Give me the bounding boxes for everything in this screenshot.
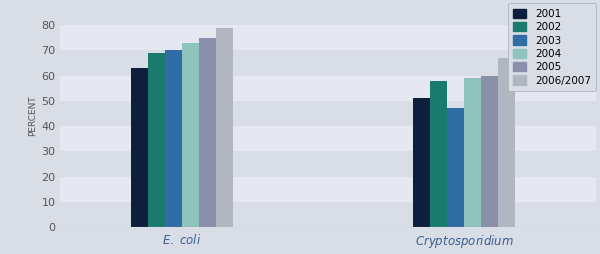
Y-axis label: PERCENT: PERCENT bbox=[28, 96, 37, 136]
Bar bbox=[481, 76, 498, 227]
Bar bbox=[148, 53, 165, 227]
Bar bbox=[59, 25, 596, 50]
Bar bbox=[59, 101, 596, 126]
Bar bbox=[447, 108, 464, 227]
Bar bbox=[59, 177, 596, 202]
Bar bbox=[59, 76, 596, 101]
Bar bbox=[59, 5, 596, 25]
Bar bbox=[413, 98, 430, 227]
Bar bbox=[430, 81, 447, 227]
Bar bbox=[498, 58, 515, 227]
Bar bbox=[59, 151, 596, 177]
Bar bbox=[59, 126, 596, 151]
Legend: 2001, 2002, 2003, 2004, 2005, 2006/2007: 2001, 2002, 2003, 2004, 2005, 2006/2007 bbox=[508, 3, 596, 91]
Bar bbox=[165, 50, 182, 227]
Bar bbox=[216, 28, 233, 227]
Bar bbox=[199, 38, 216, 227]
Bar bbox=[464, 78, 481, 227]
Bar bbox=[131, 68, 148, 227]
Bar bbox=[59, 50, 596, 76]
Bar bbox=[182, 43, 199, 227]
Bar bbox=[59, 202, 596, 227]
